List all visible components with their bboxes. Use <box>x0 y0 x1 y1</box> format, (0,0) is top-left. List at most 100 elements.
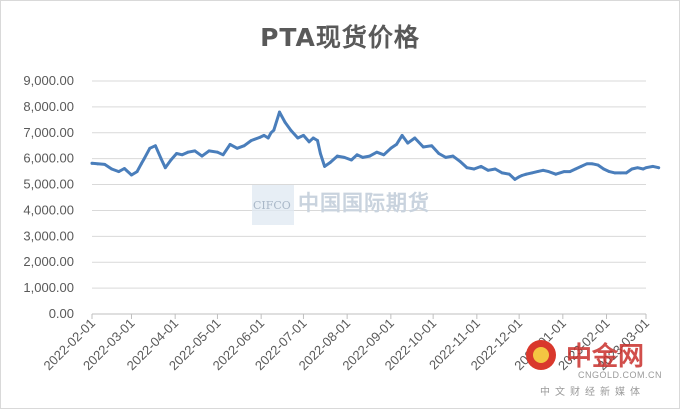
price-data-point <box>541 168 545 172</box>
price-data-point <box>413 136 417 140</box>
price-data-point <box>400 133 404 137</box>
chart-title: PTA现货价格 <box>260 23 420 52</box>
price-data-point <box>335 154 339 158</box>
price-data-point <box>328 161 332 164</box>
y-tick-label: 3,000.00 <box>23 228 74 243</box>
price-data-point <box>96 162 100 166</box>
cngold-watermark-slogan: 中文财经新媒体 <box>540 387 645 398</box>
price-data-point <box>249 139 253 142</box>
price-data-point <box>421 145 425 149</box>
price-data-point <box>180 153 184 157</box>
price-data-point <box>368 154 372 158</box>
price-data-point <box>175 152 178 155</box>
price-data-point <box>493 167 497 171</box>
price-data-point <box>644 166 648 170</box>
price-data-point <box>585 162 589 166</box>
y-tick-label: 2,000.00 <box>23 254 74 269</box>
price-data-point <box>554 172 558 176</box>
price-data-point <box>228 143 232 146</box>
price-data-point <box>278 110 281 114</box>
price-data-point <box>382 153 386 157</box>
price-data-point <box>221 153 225 157</box>
price-data-point <box>302 133 305 137</box>
price-data-point <box>641 167 645 171</box>
price-data-point <box>451 154 455 158</box>
price-data-point <box>630 167 634 171</box>
price-data-point <box>272 128 276 132</box>
price-data-point <box>266 136 270 140</box>
price-data-point <box>207 149 211 153</box>
price-data-point <box>235 146 239 150</box>
price-data-point <box>406 141 410 145</box>
y-tick-label: 9,000.00 <box>23 73 74 88</box>
price-data-point <box>536 170 539 174</box>
price-data-point <box>607 170 611 174</box>
price-data-point <box>430 144 434 148</box>
cifco-watermark-name: 中国国际期货 <box>298 191 430 215</box>
price-data-point <box>568 170 572 174</box>
price-data-point <box>90 161 94 165</box>
cngold-logo-icon <box>526 340 556 370</box>
cngold-watermark-site: CNGOLD.COM.CN <box>578 370 663 380</box>
price-data-point <box>289 128 293 132</box>
price-data-point <box>216 150 219 154</box>
price-data-point <box>562 170 566 174</box>
price-data-point <box>524 172 528 176</box>
price-data-point <box>500 171 504 175</box>
price-data-point <box>283 121 287 124</box>
price-data-point <box>520 174 524 177</box>
y-tick-label: 4,000.00 <box>23 202 74 217</box>
price-data-point <box>262 133 266 137</box>
price-data-point <box>479 165 483 168</box>
price-data-point <box>355 153 359 157</box>
y-tick-label: 1,000.00 <box>23 280 74 295</box>
price-data-point <box>465 166 469 170</box>
price-data-point <box>486 168 490 172</box>
price-data-point <box>258 136 262 139</box>
price-data-point <box>307 140 311 144</box>
price-data-point <box>517 175 521 179</box>
price-data-point <box>375 150 379 154</box>
price-data-point <box>513 177 517 181</box>
price-data-point <box>596 163 600 167</box>
price-data-point <box>636 166 639 170</box>
y-tick-label: 5,000.00 <box>23 177 74 192</box>
price-data-point <box>163 166 167 170</box>
price-data-point <box>130 173 133 177</box>
price-data-point <box>311 136 315 140</box>
price-data-point <box>619 171 623 175</box>
price-data-point <box>458 159 462 163</box>
price-data-point <box>574 167 577 171</box>
price-data-point <box>103 162 107 166</box>
price-data-point <box>296 136 300 140</box>
cifco-logo-icon <box>252 185 294 225</box>
y-tick-label: 0.00 <box>49 306 74 321</box>
price-data-point <box>361 155 365 159</box>
price-data-point <box>169 158 173 162</box>
cngold-watermark-name: 中金网 <box>566 342 645 372</box>
price-data-point <box>547 170 551 174</box>
price-series-line <box>90 110 661 181</box>
price-data-point <box>579 165 583 168</box>
cifco-watermark-abbr: CIFCO <box>253 199 291 212</box>
price-data-point <box>110 167 114 171</box>
price-data-point <box>142 157 146 161</box>
price-data-point <box>200 154 204 158</box>
price-data-point <box>613 171 617 175</box>
price-data-point <box>123 167 126 170</box>
price-data-point <box>135 170 139 174</box>
price-data-point <box>624 171 628 175</box>
price-data-point <box>139 162 143 166</box>
price-data-point <box>530 171 534 175</box>
y-tick-label: 8,000.00 <box>23 99 74 114</box>
price-data-point <box>591 162 594 166</box>
price-data-point <box>186 150 190 154</box>
price-data-point <box>148 146 152 150</box>
price-data-point <box>389 146 393 150</box>
price-data-point <box>323 165 326 168</box>
price-data-point <box>349 158 353 162</box>
price-data-point <box>318 152 322 155</box>
price-data-point <box>269 131 273 135</box>
